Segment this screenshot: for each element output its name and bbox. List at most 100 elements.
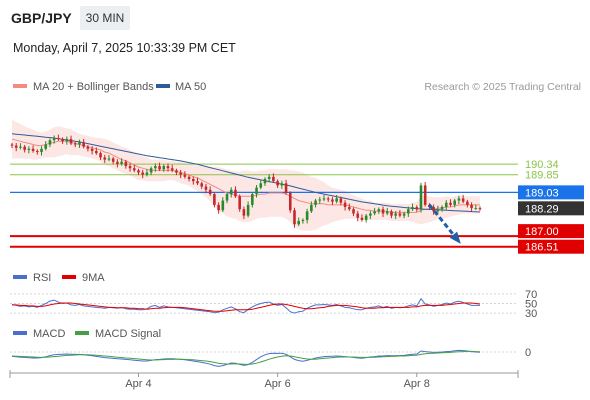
candle-body xyxy=(149,168,153,173)
candle-body xyxy=(407,209,410,214)
candle-body xyxy=(402,213,406,216)
candle-body xyxy=(154,166,157,169)
candle-body xyxy=(453,200,457,205)
candle-body xyxy=(208,189,212,195)
ma50-legend-label: MA 50 xyxy=(175,81,206,93)
candle-body xyxy=(288,193,292,211)
candle-body xyxy=(246,204,250,216)
projection-arrow-head xyxy=(449,231,461,244)
level-label-3: 188.29 xyxy=(525,203,559,215)
candle-body xyxy=(229,189,233,195)
candle-body xyxy=(470,204,473,209)
candle-body xyxy=(322,198,326,200)
candle-body xyxy=(166,166,170,169)
research-credit: Research © 2025 Trading Central xyxy=(424,81,581,93)
candle-body xyxy=(461,198,465,202)
candle-body xyxy=(103,157,107,160)
candle-body xyxy=(61,139,64,142)
candle-body xyxy=(474,208,478,210)
candle-body xyxy=(276,181,279,186)
ma20-legend-swatch xyxy=(13,84,27,88)
candle-body xyxy=(373,211,376,214)
candle-body xyxy=(339,198,343,203)
candle-body xyxy=(204,186,208,190)
candle-body xyxy=(272,176,275,182)
macd-legend: MACD MACD Signal xyxy=(13,328,161,340)
candle-body xyxy=(293,210,296,225)
candle-body xyxy=(52,138,56,141)
candle-body xyxy=(107,158,111,160)
candle-body xyxy=(238,196,241,210)
candle-body xyxy=(57,138,60,140)
candle-body xyxy=(82,142,85,147)
candle-body xyxy=(255,187,258,195)
candle-body xyxy=(187,176,191,179)
level-label-box-5 xyxy=(518,239,584,254)
rsi-series-1 xyxy=(12,302,481,312)
level-label-box-3 xyxy=(518,201,584,216)
candle-body xyxy=(310,204,313,212)
candle-body xyxy=(95,150,98,154)
candle-body xyxy=(132,168,136,171)
candle-body xyxy=(343,202,347,208)
candle-body xyxy=(398,213,402,216)
level-label-box-2 xyxy=(518,185,584,200)
candle-body xyxy=(23,146,26,150)
candle-body xyxy=(318,199,322,201)
candle-body xyxy=(369,213,372,216)
time-axis: Apr 4 Apr 6 Apr 8 xyxy=(9,370,519,390)
symbol-label: GBP/JPY xyxy=(11,10,72,26)
candle-body xyxy=(120,161,123,164)
rsi-tick-label: 30 xyxy=(525,308,537,320)
candle-body xyxy=(200,183,204,187)
candle-body xyxy=(449,202,452,205)
candle-body xyxy=(326,198,330,200)
rsi-tick-label: 70 xyxy=(525,289,537,301)
candle-body xyxy=(158,166,161,170)
candle-body xyxy=(111,158,115,162)
candle-body xyxy=(432,207,435,212)
candle-body xyxy=(196,181,199,184)
candle-body xyxy=(466,201,469,205)
rsi-legend: RSI 9MA xyxy=(13,272,105,284)
candle-body xyxy=(183,174,187,177)
candle-body xyxy=(364,215,368,220)
level-label-box-4 xyxy=(518,224,584,239)
candle-body xyxy=(73,143,77,145)
candle-body xyxy=(390,211,393,216)
macd-signal-legend-label: MACD Signal xyxy=(95,328,161,340)
candle-body xyxy=(10,144,14,146)
rsi-legend-label: RSI xyxy=(33,272,51,284)
level-label-0: 190.34 xyxy=(525,159,559,171)
candle-body xyxy=(440,207,444,210)
rsi-legend-swatch xyxy=(13,275,27,279)
ma50-legend-swatch xyxy=(156,84,170,88)
candle-body xyxy=(162,166,166,170)
candle-body xyxy=(69,139,73,144)
macd-panel: 0 xyxy=(10,347,531,367)
candle-body xyxy=(297,221,301,225)
ma50-line xyxy=(11,133,481,213)
candle-body xyxy=(352,209,355,214)
macd-legend-label: MACD xyxy=(33,328,65,340)
level-label-5: 186.51 xyxy=(525,242,559,254)
timeframe-button[interactable]: 30 MIN xyxy=(80,6,130,30)
candle-body xyxy=(35,150,39,153)
level-label-1: 189.85 xyxy=(525,170,559,182)
price-panel xyxy=(10,119,518,248)
datetime-label: Monday, April 7, 2025 10:33:39 PM CET xyxy=(13,41,236,55)
candle-body xyxy=(314,200,317,205)
candle-body xyxy=(179,172,182,175)
candle-body xyxy=(331,199,334,202)
candle-body xyxy=(27,148,31,150)
candle-body xyxy=(242,209,246,216)
candle-body xyxy=(259,183,263,188)
candle-body xyxy=(263,179,267,184)
candle-body xyxy=(478,208,482,210)
time-axis-label: Apr 6 xyxy=(264,378,290,390)
candle-body xyxy=(457,198,461,201)
candle-body xyxy=(145,172,149,175)
